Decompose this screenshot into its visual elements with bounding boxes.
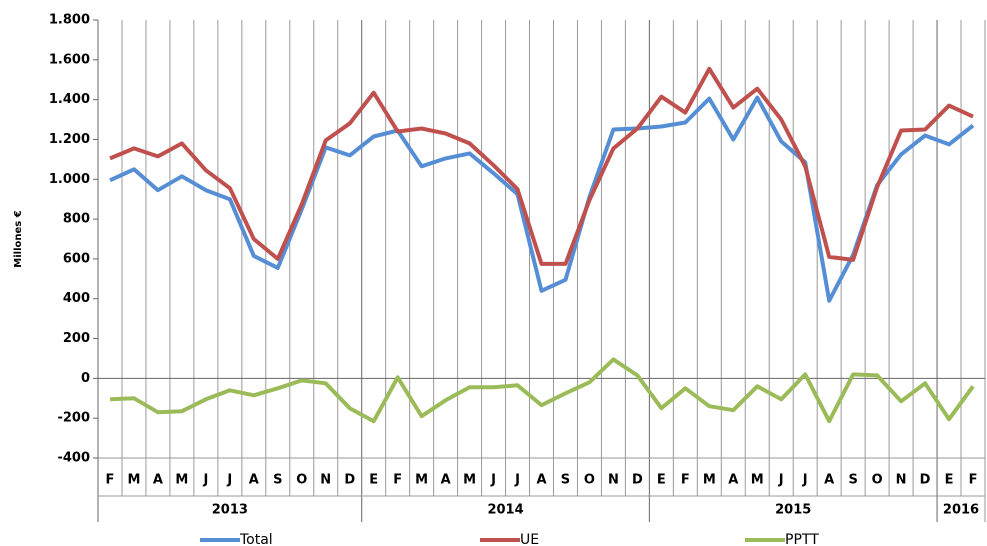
year-label: 2015	[775, 503, 811, 518]
x-tick-label: N	[608, 473, 619, 488]
legend-label: Total	[239, 532, 273, 546]
series-line	[109, 66, 974, 266]
x-tick-label: F	[393, 473, 402, 488]
year-label: 2013	[212, 503, 248, 518]
x-tick-label: A	[728, 473, 738, 488]
y-tick-label: 400	[63, 291, 90, 306]
x-tick-label: F	[969, 473, 978, 488]
x-tick-label: A	[824, 473, 834, 488]
x-tick-label: S	[848, 473, 857, 488]
x-tick-label: J	[202, 473, 208, 488]
x-tick-label: A	[536, 473, 546, 488]
x-tick-label: D	[344, 473, 355, 488]
x-tick-label: M	[751, 473, 764, 488]
x-tick-label: N	[320, 473, 331, 488]
x-tick-label: M	[703, 473, 716, 488]
x-tick-label: J	[226, 473, 232, 488]
x-tick-label: A	[153, 473, 163, 488]
x-tick-label: O	[296, 473, 307, 488]
x-tick-label: D	[632, 473, 643, 488]
y-tick-label: 1.000	[49, 172, 90, 187]
x-tick-label: O	[584, 473, 595, 488]
y-tick-label: 600	[63, 251, 90, 266]
year-label: 2014	[487, 503, 523, 518]
y-tick-label: -200	[57, 411, 90, 426]
legend-label: PPTT	[785, 532, 819, 546]
legend-label: UE	[520, 532, 539, 546]
x-tick-label: E	[945, 473, 954, 488]
x-tick-label: M	[415, 473, 428, 488]
series-line	[109, 357, 975, 424]
x-tick-label: M	[175, 473, 188, 488]
series-line	[109, 95, 975, 303]
x-tick-label: E	[369, 473, 378, 488]
y-axis-label: Millones €	[13, 210, 24, 267]
x-tick-label: D	[920, 473, 931, 488]
x-tick-label: A	[441, 473, 451, 488]
y-tick-label: 1.200	[49, 132, 90, 147]
x-tick-label: J	[514, 473, 520, 488]
y-tick-label: 1.800	[49, 13, 90, 28]
y-tick-label: -400	[57, 451, 90, 466]
x-tick-label: J	[778, 473, 784, 488]
x-tick-label: F	[681, 473, 690, 488]
x-tick-label: A	[249, 473, 259, 488]
x-tick-label: J	[802, 473, 808, 488]
x-tick-label: O	[872, 473, 883, 488]
x-tick-label: E	[657, 473, 666, 488]
x-tick-label: N	[896, 473, 907, 488]
y-tick-label: 1.600	[49, 52, 90, 67]
x-tick-label: M	[127, 473, 140, 488]
y-tick-label: 0	[81, 371, 90, 386]
year-label: 2016	[943, 503, 979, 518]
y-tick-label: 200	[63, 331, 90, 346]
x-tick-label: S	[273, 473, 282, 488]
x-tick-label: S	[561, 473, 570, 488]
y-tick-label: 800	[63, 212, 90, 227]
x-tick-label: M	[463, 473, 476, 488]
x-tick-label: J	[490, 473, 496, 488]
x-tick-label: F	[106, 473, 115, 488]
y-tick-label: 1.400	[49, 92, 90, 107]
